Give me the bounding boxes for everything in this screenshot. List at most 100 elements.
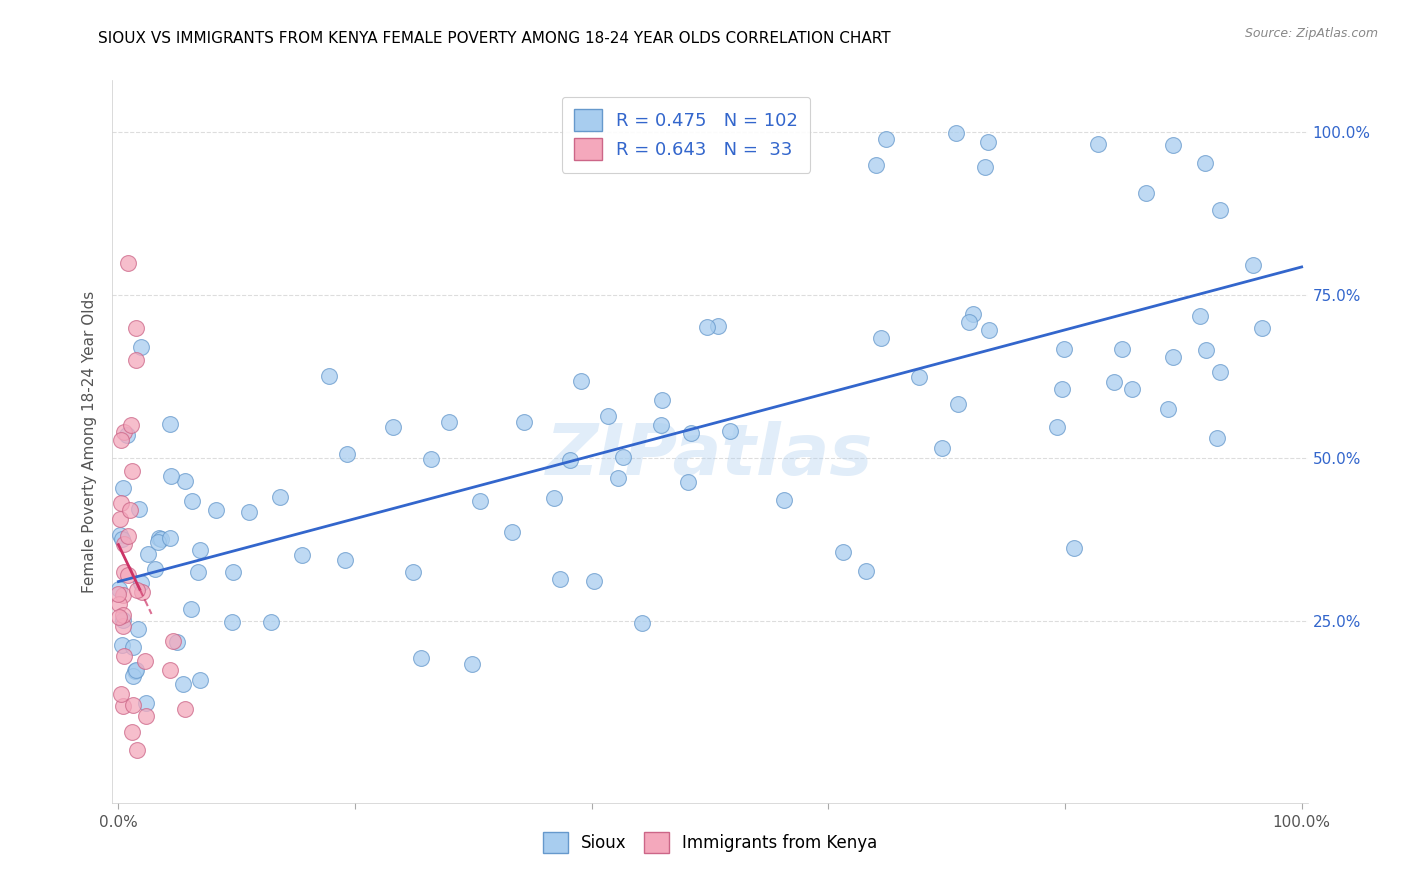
- Point: [143, 562, 166, 576]
- Point: [121, 669, 143, 683]
- Point: [773, 493, 796, 508]
- Point: [188, 543, 211, 558]
- Legend: Sioux, Immigrants from Kenya: Sioux, Immigrants from Kenya: [536, 826, 884, 860]
- Point: [607, 471, 630, 485]
- Point: [548, 572, 571, 586]
- Point: [260, 615, 283, 629]
- Point: [1161, 350, 1184, 364]
- Point: [1111, 342, 1133, 356]
- Point: [188, 673, 211, 688]
- Point: [411, 650, 433, 665]
- Point: [205, 503, 228, 517]
- Point: [1241, 258, 1264, 272]
- Point: [148, 535, 170, 549]
- Point: [111, 619, 134, 633]
- Point: [612, 450, 634, 465]
- Point: [131, 585, 153, 599]
- Point: [269, 490, 291, 504]
- Point: [318, 369, 340, 384]
- Point: [111, 588, 134, 602]
- Point: [117, 529, 139, 543]
- Point: [136, 547, 159, 561]
- Point: [112, 698, 135, 713]
- Point: [135, 696, 157, 710]
- Point: [121, 640, 143, 654]
- Y-axis label: Female Poverty Among 18-24 Year Olds: Female Poverty Among 18-24 Year Olds: [82, 291, 97, 592]
- Point: [124, 353, 146, 368]
- Point: [1195, 343, 1218, 358]
- Point: [946, 397, 969, 411]
- Point: [560, 453, 582, 467]
- Point: [121, 725, 143, 739]
- Point: [1135, 186, 1157, 200]
- Point: [957, 315, 980, 329]
- Point: [149, 533, 172, 547]
- Point: [110, 512, 132, 526]
- Point: [124, 664, 146, 678]
- Point: [159, 663, 181, 677]
- Point: [419, 452, 441, 467]
- Point: [501, 524, 523, 539]
- Point: [107, 587, 129, 601]
- Point: [110, 687, 132, 701]
- Point: [111, 638, 134, 652]
- Point: [1250, 320, 1272, 334]
- Point: [1104, 375, 1126, 389]
- Point: [1194, 156, 1216, 170]
- Point: [291, 548, 314, 562]
- Point: [159, 417, 181, 431]
- Point: [512, 415, 534, 429]
- Point: [336, 447, 359, 461]
- Point: [1161, 138, 1184, 153]
- Point: [128, 502, 150, 516]
- Point: [1063, 541, 1085, 555]
- Point: [1205, 431, 1227, 445]
- Point: [865, 158, 887, 172]
- Point: [127, 622, 149, 636]
- Point: [221, 615, 243, 629]
- Point: [979, 323, 1001, 337]
- Point: [333, 553, 356, 567]
- Point: [117, 568, 139, 582]
- Point: [222, 565, 245, 579]
- Point: [160, 468, 183, 483]
- Point: [870, 331, 893, 345]
- Point: [187, 566, 209, 580]
- Point: [831, 545, 853, 559]
- Point: [908, 370, 931, 384]
- Point: [651, 392, 673, 407]
- Point: [118, 503, 141, 517]
- Point: [543, 491, 565, 506]
- Point: [681, 426, 703, 441]
- Point: [174, 702, 197, 716]
- Point: [855, 565, 877, 579]
- Point: [676, 475, 699, 489]
- Point: [112, 537, 135, 551]
- Point: [569, 374, 592, 388]
- Point: [707, 318, 730, 333]
- Point: [650, 418, 672, 433]
- Point: [131, 576, 153, 591]
- Point: [112, 566, 135, 580]
- Point: [148, 531, 170, 545]
- Point: [112, 481, 135, 495]
- Point: [125, 664, 148, 678]
- Point: [1209, 365, 1232, 379]
- Point: [124, 320, 146, 334]
- Point: [112, 607, 135, 622]
- Point: [630, 615, 652, 630]
- Point: [582, 574, 605, 588]
- Point: [108, 582, 131, 597]
- Point: [1053, 342, 1076, 356]
- Point: [110, 496, 132, 510]
- Point: [117, 255, 139, 269]
- Point: [166, 635, 188, 649]
- Point: [159, 531, 181, 545]
- Point: [117, 428, 139, 442]
- Point: [162, 634, 184, 648]
- Point: [180, 601, 202, 615]
- Point: [1046, 420, 1069, 434]
- Point: [108, 610, 131, 624]
- Point: [112, 649, 135, 664]
- Point: [129, 340, 152, 354]
